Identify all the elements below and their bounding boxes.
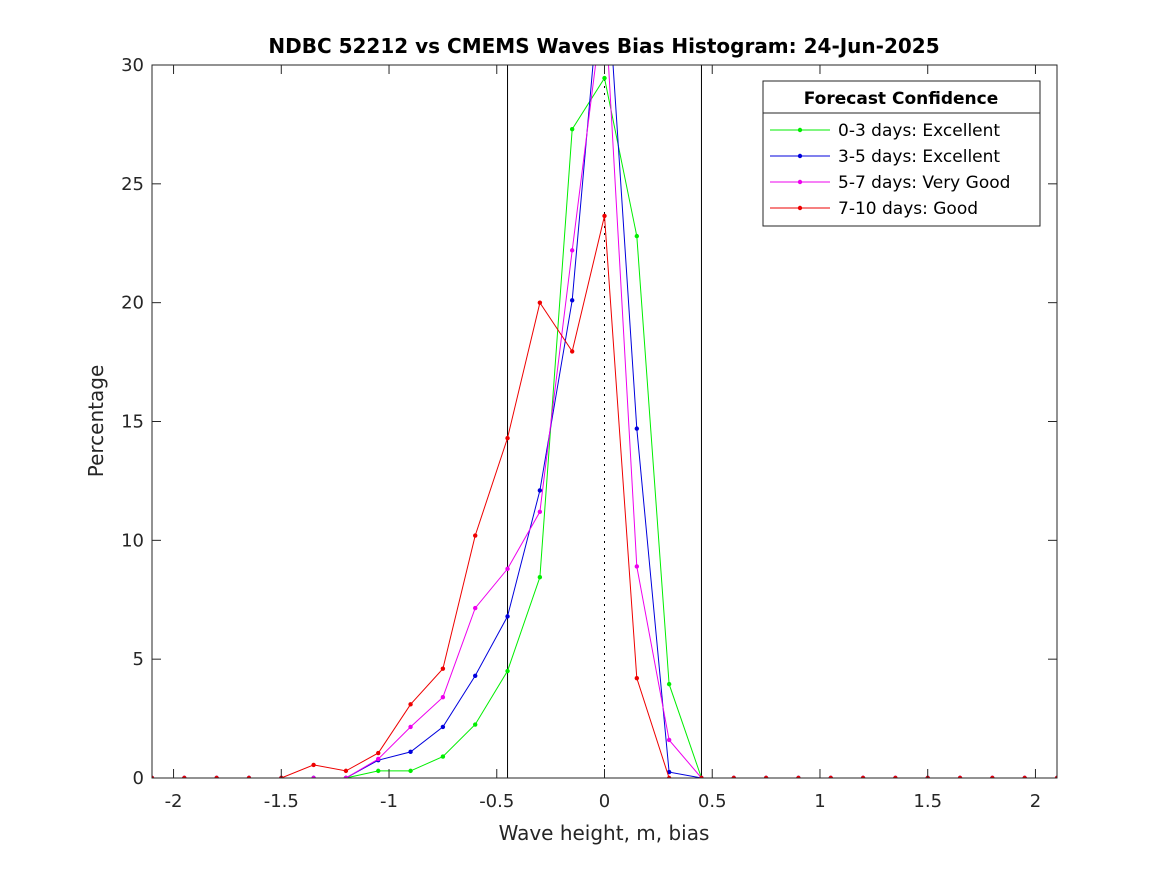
x-tick-label: 1 xyxy=(814,791,825,812)
series-3-point xyxy=(634,564,640,569)
series-4-point xyxy=(634,675,640,681)
series-4-point xyxy=(860,775,866,778)
legend: Forecast Confidence 0-3 days: Excellent 3… xyxy=(762,80,1041,227)
chart-title: NDBC 52212 vs CMEMS Waves Bias Histogram… xyxy=(268,34,939,58)
legend-marker-3 xyxy=(797,179,803,185)
legend-title: Forecast Confidence xyxy=(804,89,999,109)
y-tick-label: 5 xyxy=(133,649,144,670)
series-1-point xyxy=(569,126,575,132)
x-tick-label: 0.5 xyxy=(698,791,727,812)
series-3-point xyxy=(408,724,413,730)
series-1-point xyxy=(537,574,543,580)
series-3-point xyxy=(343,775,349,778)
x-tick-label: -1.5 xyxy=(264,791,299,812)
series-4-point xyxy=(1022,775,1027,778)
series-4-point xyxy=(473,533,478,538)
series-1-point xyxy=(505,668,510,674)
series-1-point xyxy=(376,768,381,774)
legend-label-3: 5-7 days: Very Good xyxy=(838,173,1010,193)
x-axis-label: Wave height, m, bias xyxy=(499,821,710,845)
series-4-point xyxy=(376,750,381,756)
series-4-point xyxy=(731,775,736,778)
x-tick-label: -2 xyxy=(165,791,183,812)
y-tick-label: 20 xyxy=(121,293,144,314)
legend-label-1: 0-3 days: Excellent xyxy=(838,121,1000,141)
series-3-point xyxy=(505,566,510,572)
series-4-point xyxy=(699,775,704,778)
series-4-point xyxy=(214,775,219,778)
series-4-point xyxy=(763,775,769,778)
x-tick-label: -0.5 xyxy=(479,791,514,812)
y-tick-label: 10 xyxy=(121,530,144,551)
legend-marker-1 xyxy=(797,127,803,133)
series-4-point xyxy=(343,768,349,774)
series-3-point xyxy=(537,509,543,515)
series-4-point xyxy=(408,702,413,707)
series-2-point xyxy=(634,426,640,431)
series-4-point xyxy=(569,349,575,354)
series-3-point xyxy=(376,756,381,762)
series-4-point xyxy=(666,775,672,778)
series-4-point xyxy=(990,775,995,778)
y-axis-label: Percentage xyxy=(84,365,108,478)
series-3-point xyxy=(311,775,316,778)
series-4-point xyxy=(893,775,898,778)
x-tick-label: 1.5 xyxy=(913,791,942,812)
series-2-point xyxy=(440,724,446,730)
series-3-point xyxy=(569,248,575,253)
series-2-point xyxy=(505,614,510,619)
series-4-point xyxy=(182,775,187,778)
series-1-point xyxy=(440,754,446,759)
series-1-point xyxy=(473,722,478,727)
series-4-point xyxy=(311,762,316,768)
series-4-point xyxy=(957,775,963,778)
series-4-point xyxy=(828,775,833,778)
series-4-point xyxy=(602,213,607,219)
series-4-point xyxy=(246,775,252,778)
series-1-point xyxy=(666,681,672,687)
x-tick-label: 0 xyxy=(599,791,610,812)
x-tick-label: 2 xyxy=(1030,791,1041,812)
series-3-point xyxy=(473,605,478,611)
y-tick-label: 0 xyxy=(133,768,144,789)
legend-label-4: 7-10 days: Good xyxy=(838,199,978,219)
series-3-point xyxy=(666,737,672,743)
legend-box xyxy=(762,80,1041,227)
y-tick-label: 25 xyxy=(121,174,144,195)
series-1-point xyxy=(634,233,640,239)
x-tick-label: -1 xyxy=(380,791,398,812)
series-1-point xyxy=(602,75,607,81)
y-tick-label: 15 xyxy=(121,412,144,433)
series-4-point xyxy=(537,300,543,305)
series-3-point xyxy=(440,694,446,700)
series-4-point xyxy=(505,435,510,441)
series-2-point xyxy=(569,298,575,303)
legend-label-2: 3-5 days: Excellent xyxy=(838,147,1000,167)
series-2-point xyxy=(408,749,413,755)
series-4-point xyxy=(440,666,446,671)
legend-marker-2 xyxy=(797,153,803,159)
series-4-point xyxy=(1054,775,1057,778)
series-1-point xyxy=(408,768,413,774)
series-group xyxy=(152,65,1057,778)
series-4-point xyxy=(796,775,801,778)
series-2-point xyxy=(537,488,543,493)
series-4-point xyxy=(152,775,155,778)
legend-marker-4 xyxy=(797,205,803,211)
series-line-4 xyxy=(152,215,1057,778)
y-tick-label: 30 xyxy=(121,55,144,76)
series-2-point xyxy=(473,673,478,679)
